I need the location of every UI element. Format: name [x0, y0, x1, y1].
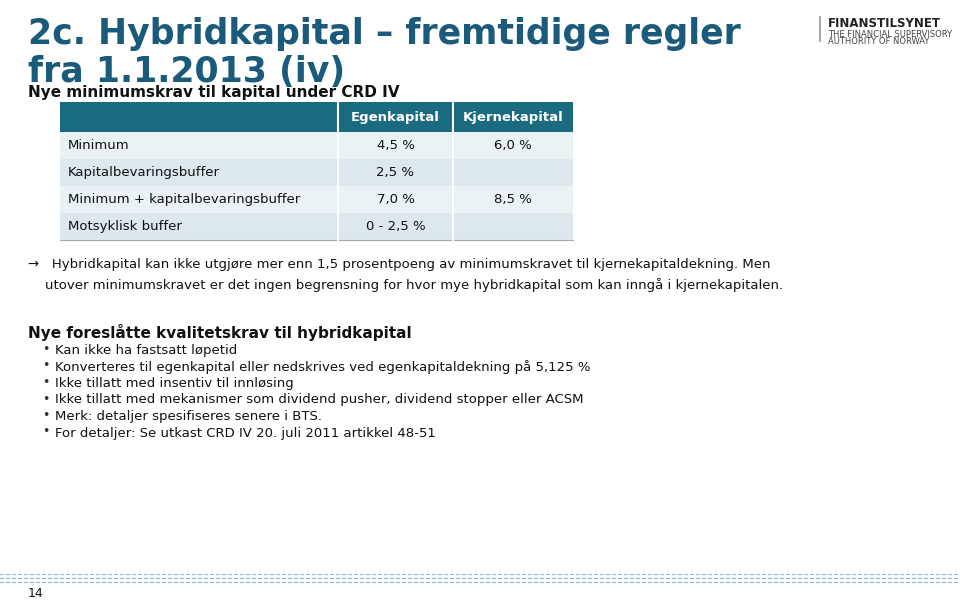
Text: 6,0 %: 6,0 % [494, 139, 532, 152]
Text: Egenkapital: Egenkapital [351, 110, 440, 124]
Text: Kapitalbevaringsbuffer: Kapitalbevaringsbuffer [68, 166, 220, 179]
Text: FINANSTILSYNET: FINANSTILSYNET [828, 17, 941, 30]
Text: •: • [42, 359, 49, 373]
Text: Nye foreslåtte kvalitetskrav til hybridkapital: Nye foreslåtte kvalitetskrav til hybridk… [28, 324, 412, 341]
Bar [60, 159, 573, 186]
Text: Merk: detaljer spesifiseres senere i BTS.: Merk: detaljer spesifiseres senere i BTS… [55, 410, 322, 423]
Bar [60, 213, 573, 240]
Text: For detaljer: Se utkast CRD IV 20. juli 2011 artikkel 48-51: For detaljer: Se utkast CRD IV 20. juli … [55, 426, 436, 440]
Text: Motsyklisk buffer: Motsyklisk buffer [68, 220, 181, 233]
Text: •: • [42, 392, 49, 406]
Text: Ikke tillatt med mekanismer som dividend pusher, dividend stopper eller ACSM: Ikke tillatt med mekanismer som dividend… [55, 393, 584, 406]
Text: 2,5 %: 2,5 % [376, 166, 415, 179]
Text: 7,0 %: 7,0 % [376, 193, 415, 206]
Text: 8,5 %: 8,5 % [494, 193, 532, 206]
Text: •: • [42, 409, 49, 422]
Text: Kan ikke ha fastsatt løpetid: Kan ikke ha fastsatt løpetid [55, 344, 237, 357]
Text: Minimum + kapitalbevaringsbuffer: Minimum + kapitalbevaringsbuffer [68, 193, 300, 206]
Bar [60, 186, 573, 213]
Text: fra 1.1.2013 (iv): fra 1.1.2013 (iv) [28, 55, 346, 89]
Text: •: • [42, 426, 49, 438]
Text: AUTHORITY OF NORWAY: AUTHORITY OF NORWAY [828, 37, 929, 46]
Text: •: • [42, 343, 49, 356]
Text: 2c. Hybridkapital – fremtidige regler: 2c. Hybridkapital – fremtidige regler [28, 17, 741, 51]
Text: •: • [42, 376, 49, 389]
Text: Nye minimumskrav til kapital under CRD IV: Nye minimumskrav til kapital under CRD I… [28, 85, 399, 100]
Text: Konverteres til egenkapital eller nedskrives ved egenkapitaldekning på 5,125 %: Konverteres til egenkapital eller nedskr… [55, 361, 590, 375]
Text: 4,5 %: 4,5 % [376, 139, 415, 152]
Text: Kjernekapital: Kjernekapital [463, 110, 564, 124]
Bar [60, 102, 573, 132]
Text: 14: 14 [28, 587, 44, 600]
Text: 0 - 2,5 %: 0 - 2,5 % [366, 220, 425, 233]
Text: Minimum: Minimum [68, 139, 130, 152]
Text: Ikke tillatt med insentiv til innløsing: Ikke tillatt med insentiv til innløsing [55, 377, 294, 390]
Text: utover minimumskravet er det ingen begrensning for hvor mye hybridkapital som ka: utover minimumskravet er det ingen begre… [28, 278, 783, 292]
Text: →   Hybridkapital kan ikke utgjøre mer enn 1,5 prosentpoeng av minimumskravet ti: → Hybridkapital kan ikke utgjøre mer enn… [28, 258, 771, 271]
Text: THE FINANCIAL SUPERVISORY: THE FINANCIAL SUPERVISORY [828, 30, 952, 39]
Bar [60, 132, 573, 159]
